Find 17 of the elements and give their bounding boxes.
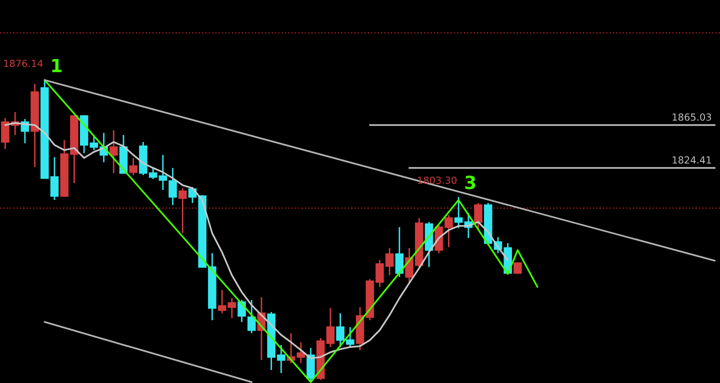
candlestick bbox=[247, 299, 256, 334]
candlestick bbox=[129, 157, 138, 176]
annotation: 1 bbox=[52, 58, 62, 72]
annotation: 3 bbox=[465, 176, 476, 190]
candlestick bbox=[514, 261, 522, 275]
annotation: 1876.14 bbox=[4, 60, 43, 68]
candlestick bbox=[336, 312, 344, 348]
annotation: 1803.30 bbox=[418, 176, 457, 184]
candlestick bbox=[474, 202, 482, 231]
candlestick bbox=[306, 347, 315, 383]
series-label: 1865.03 bbox=[672, 113, 712, 121]
series-label: 1824.41 bbox=[672, 156, 711, 164]
candlestick bbox=[326, 307, 335, 348]
candlestick bbox=[109, 129, 118, 174]
candlestick bbox=[346, 326, 354, 348]
candlestick bbox=[454, 196, 463, 229]
candlestick bbox=[178, 187, 187, 234]
